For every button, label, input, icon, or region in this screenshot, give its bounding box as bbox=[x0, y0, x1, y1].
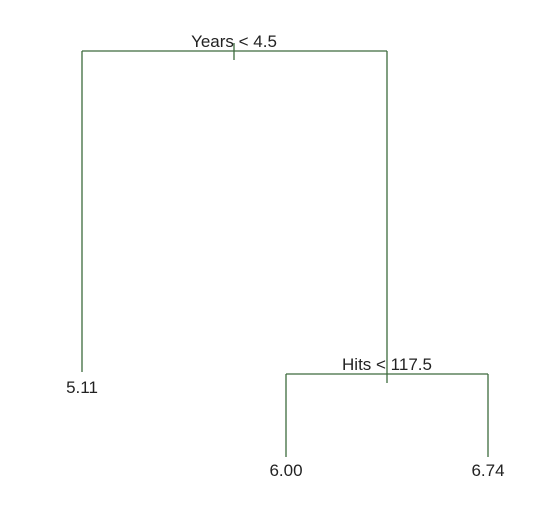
leaf-value-right: 6.74 bbox=[471, 461, 504, 480]
root-split-branches bbox=[81, 43, 388, 374]
hits-split-branches bbox=[285, 373, 489, 457]
leaf-value-middle: 6.00 bbox=[269, 461, 302, 480]
leaf-value-left: 5.11 bbox=[66, 378, 98, 397]
root-split-label: Years < 4.5 bbox=[191, 32, 277, 51]
hits-split-label: Hits < 117.5 bbox=[342, 355, 432, 374]
